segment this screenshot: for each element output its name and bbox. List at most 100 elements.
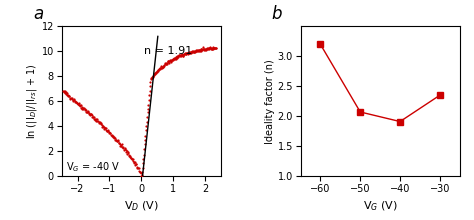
Point [133, 163, 140, 166]
Point [189, 50, 197, 54]
Point [93, 118, 100, 121]
Point [176, 53, 184, 57]
Point [108, 134, 116, 138]
Point [72, 100, 80, 104]
Point [72, 101, 79, 104]
Point [73, 100, 80, 104]
Point [73, 102, 81, 105]
Point [194, 48, 202, 52]
Point [89, 115, 97, 119]
Point [123, 149, 130, 152]
Point [212, 46, 219, 50]
Point [92, 119, 100, 122]
Point [71, 99, 78, 102]
Point [168, 58, 175, 62]
Point [185, 50, 193, 54]
Point [127, 155, 134, 159]
Point [146, 89, 154, 93]
Point [166, 58, 174, 62]
Point [178, 53, 186, 56]
Point [161, 63, 168, 67]
Point [143, 124, 150, 128]
Point [85, 111, 93, 115]
Point [104, 129, 112, 132]
Point [190, 50, 197, 54]
Point [207, 46, 214, 50]
Point [168, 58, 176, 62]
Text: V$_G$ = -40 V: V$_G$ = -40 V [66, 160, 121, 174]
Point [95, 121, 103, 125]
Point [104, 129, 111, 133]
Y-axis label: ln (|I$_D$|/|I$_{rs}$| + 1): ln (|I$_D$|/|I$_{rs}$| + 1) [25, 63, 39, 139]
X-axis label: V$_G$ (V): V$_G$ (V) [363, 199, 398, 213]
Point [69, 99, 77, 102]
Point [147, 77, 155, 81]
Point [201, 48, 208, 51]
Point [63, 92, 71, 95]
Point [162, 62, 170, 66]
Point [121, 147, 129, 151]
Point [186, 51, 194, 55]
Point [187, 51, 195, 55]
Point [209, 46, 216, 49]
Point [84, 110, 92, 114]
Point [73, 101, 81, 104]
Point [139, 167, 146, 170]
Point [184, 51, 191, 55]
Point [123, 152, 131, 155]
Point [141, 142, 148, 146]
Point [118, 145, 126, 149]
Point [163, 61, 171, 64]
Point [126, 154, 133, 157]
Point [82, 110, 90, 114]
Point [106, 131, 114, 135]
Point [98, 126, 105, 129]
Point [146, 84, 154, 88]
Point [70, 99, 78, 102]
Point [131, 161, 139, 164]
Point [74, 102, 82, 106]
Point [112, 138, 119, 141]
Point [162, 62, 169, 65]
Point [182, 53, 190, 56]
Point [148, 77, 155, 80]
Point [173, 55, 180, 59]
Point [132, 163, 139, 167]
Point [195, 49, 203, 52]
Point [142, 134, 149, 137]
Point [103, 129, 110, 133]
Point [99, 124, 107, 128]
Point [88, 113, 95, 116]
Point [143, 116, 151, 119]
Point [172, 55, 180, 59]
Point [176, 54, 183, 58]
Point [111, 137, 118, 140]
Point [177, 53, 184, 57]
Point [155, 67, 163, 71]
Point [178, 53, 186, 56]
Point [192, 49, 200, 53]
Point [110, 136, 118, 139]
Point [91, 117, 99, 121]
Point [107, 131, 114, 135]
Point [188, 50, 195, 54]
Point [208, 47, 215, 51]
Point [120, 148, 128, 151]
Point [100, 128, 108, 131]
Point [144, 107, 152, 111]
Point [203, 46, 211, 50]
Point [139, 161, 147, 165]
Point [64, 93, 72, 96]
Point [164, 60, 172, 63]
Point [207, 47, 214, 51]
Point [210, 47, 218, 50]
Point [147, 76, 155, 80]
Point [185, 52, 193, 55]
Text: b: b [272, 6, 283, 23]
Point [201, 48, 209, 52]
Point [175, 55, 182, 58]
Point [181, 52, 188, 55]
Point [202, 48, 210, 52]
Point [83, 110, 91, 114]
Point [157, 66, 164, 69]
